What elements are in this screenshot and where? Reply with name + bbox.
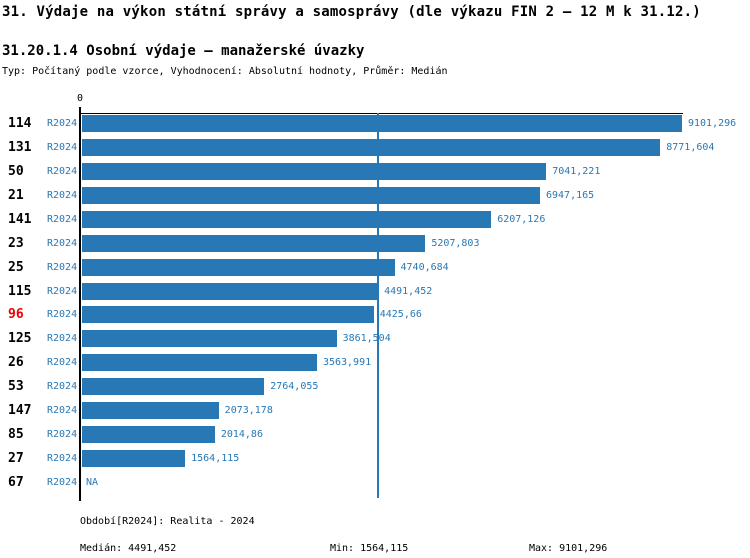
- row-period-label: R2024: [47, 453, 78, 465]
- row-value-label: 2764,055: [270, 381, 319, 393]
- row-id-label: 27: [8, 451, 24, 467]
- row-period-label: R2024: [47, 381, 78, 393]
- axis-zero-label: 0: [76, 93, 84, 104]
- row-period-label: R2024: [47, 213, 78, 225]
- row-id-label: 115: [8, 283, 32, 299]
- row-id-label: 23: [8, 235, 24, 251]
- row-value-label: 4740,684: [400, 261, 449, 273]
- row-bar: [82, 234, 426, 252]
- row-bar: [82, 115, 682, 132]
- row-bar: [82, 450, 186, 468]
- row-id-label: 114: [8, 116, 32, 131]
- chart-meta-line: Typ: Počítaný podle vzorce, Vyhodnocení:…: [2, 66, 448, 77]
- row-id-label: 131: [8, 139, 32, 155]
- row-bar: [82, 210, 492, 228]
- row-value-label: 3563,991: [322, 357, 372, 369]
- row-id-label: 21: [8, 187, 24, 203]
- row-id-label: 96: [8, 307, 24, 323]
- row-value-label: 4425,66: [379, 309, 422, 321]
- footer-period: Období[R2024]: Realita - 2024: [80, 516, 255, 527]
- row-bar: [82, 426, 215, 444]
- row-period-label: R2024: [47, 189, 78, 201]
- row-id-label: 53: [8, 379, 24, 395]
- row-bar: [82, 378, 265, 396]
- row-period-label: R2024: [47, 333, 78, 345]
- x-axis-top-line: [79, 113, 683, 114]
- row-period-label: R2024: [47, 429, 78, 441]
- page-title: 31. Výdaje na výkon státní správy a samo…: [2, 4, 701, 20]
- row-value-label: 7041,221: [552, 165, 601, 177]
- footer-max: Max: 9101,296: [529, 543, 608, 554]
- row-period-label: R2024: [47, 405, 78, 417]
- row-value-label: 4491,452: [384, 285, 433, 297]
- row-value-label: NA: [86, 476, 99, 488]
- row-value-label: 5207,803: [431, 237, 480, 249]
- row-bar: [82, 306, 374, 324]
- row-value-label: 6947,165: [545, 189, 595, 201]
- row-value-label: 2073,178: [224, 405, 273, 417]
- row-bar: [82, 186, 540, 204]
- row-bar: [82, 354, 317, 372]
- footer-min: Min: 1564,115: [330, 543, 409, 554]
- row-id-label: 125: [8, 331, 32, 347]
- row-period-label: R2024: [47, 261, 78, 273]
- row-period-label: R2024: [47, 309, 78, 321]
- row-period-label: R2024: [47, 118, 78, 129]
- row-id-label: 50: [8, 163, 24, 179]
- row-bar: [82, 282, 379, 300]
- row-period-label: R2024: [47, 141, 78, 153]
- row-period-label: R2024: [47, 476, 78, 488]
- row-value-label: 9101,296: [688, 118, 737, 129]
- row-period-label: R2024: [47, 165, 78, 177]
- row-period-label: R2024: [47, 285, 78, 297]
- footer-median: Medián: 4491,452: [80, 543, 177, 554]
- row-id-label: 26: [8, 355, 24, 371]
- row-bar: [82, 402, 219, 420]
- y-axis-line: [79, 107, 81, 501]
- row-value-label: 2014,86: [220, 429, 263, 441]
- row-bar: [82, 330, 337, 348]
- row-id-label: 141: [8, 211, 32, 227]
- row-value-label: 8771,604: [666, 141, 715, 153]
- row-id-label: 67: [8, 474, 24, 490]
- row-id-label: 85: [8, 427, 24, 443]
- row-bar: [82, 138, 661, 156]
- row-bar: [82, 162, 547, 180]
- row-id-label: 147: [8, 403, 32, 419]
- row-id-label: 25: [8, 259, 24, 275]
- chart-subtitle: 31.20.1.4 Osobní výdaje – manažerské úva…: [2, 43, 365, 59]
- row-period-label: R2024: [47, 357, 78, 369]
- row-bar: [82, 258, 395, 276]
- row-value-label: 6207,126: [497, 213, 546, 225]
- row-value-label: 1564,115: [191, 453, 240, 465]
- median-line: [377, 113, 380, 498]
- row-value-label: 3861,504: [342, 333, 391, 345]
- row-period-label: R2024: [47, 237, 78, 249]
